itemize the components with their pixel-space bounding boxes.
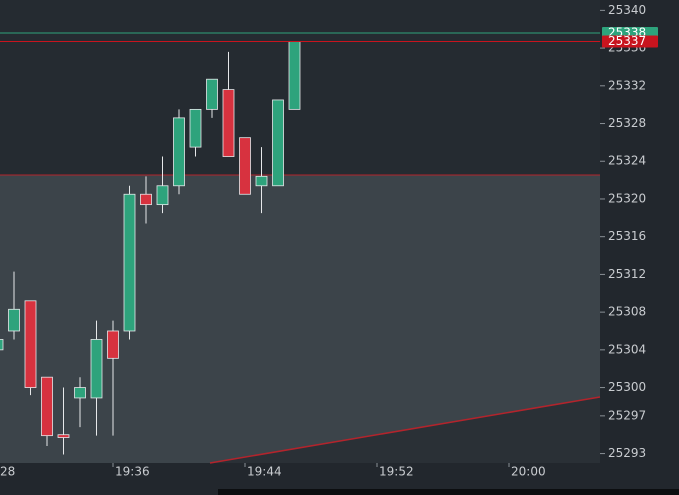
candle-body xyxy=(255,175,268,187)
candle-body xyxy=(239,137,251,195)
y-tick-label: 25332 xyxy=(608,78,646,92)
y-tick-label: 25293 xyxy=(608,446,646,460)
candle-body xyxy=(272,99,284,187)
candle-body xyxy=(90,339,103,399)
trend-line xyxy=(209,396,601,464)
price-label: 25337 xyxy=(608,34,646,48)
price-label-box xyxy=(602,35,658,48)
candle-body xyxy=(206,78,218,110)
candle-body xyxy=(0,339,4,351)
y-tick-label: 25300 xyxy=(608,380,646,394)
y-tick-label: 25312 xyxy=(608,267,646,281)
y-tick-label: 25304 xyxy=(608,342,646,356)
candle-body xyxy=(156,185,169,206)
candle-body xyxy=(222,89,235,157)
candle-body xyxy=(107,330,119,359)
candle-body xyxy=(288,41,301,110)
x-tick-label: 19:36 xyxy=(115,465,150,479)
y-tick-label: 25328 xyxy=(608,116,646,130)
x-tick-label: 28 xyxy=(0,465,15,479)
candle-body xyxy=(140,193,152,206)
candle-body xyxy=(41,376,53,437)
candle-body xyxy=(24,300,37,388)
x-tick-label: 20:00 xyxy=(511,465,546,479)
y-tick-label: 25308 xyxy=(608,305,646,319)
scrollbar xyxy=(218,489,679,495)
y-tick-label: 25297 xyxy=(608,408,646,422)
candle-body xyxy=(74,387,86,399)
price-axis-panel xyxy=(600,0,679,495)
candle-body xyxy=(123,193,136,332)
y-tick-label: 25316 xyxy=(608,229,646,243)
y-tick-label: 25340 xyxy=(608,3,646,17)
x-tick-label: 19:52 xyxy=(379,465,414,479)
candle-body xyxy=(57,434,70,438)
candle-body xyxy=(8,308,20,332)
candle-body xyxy=(173,117,185,187)
candle-body xyxy=(189,108,202,148)
x-tick-label: 19:44 xyxy=(247,465,282,479)
y-tick-label: 25320 xyxy=(608,191,646,205)
y-tick-label: 25324 xyxy=(608,154,646,168)
